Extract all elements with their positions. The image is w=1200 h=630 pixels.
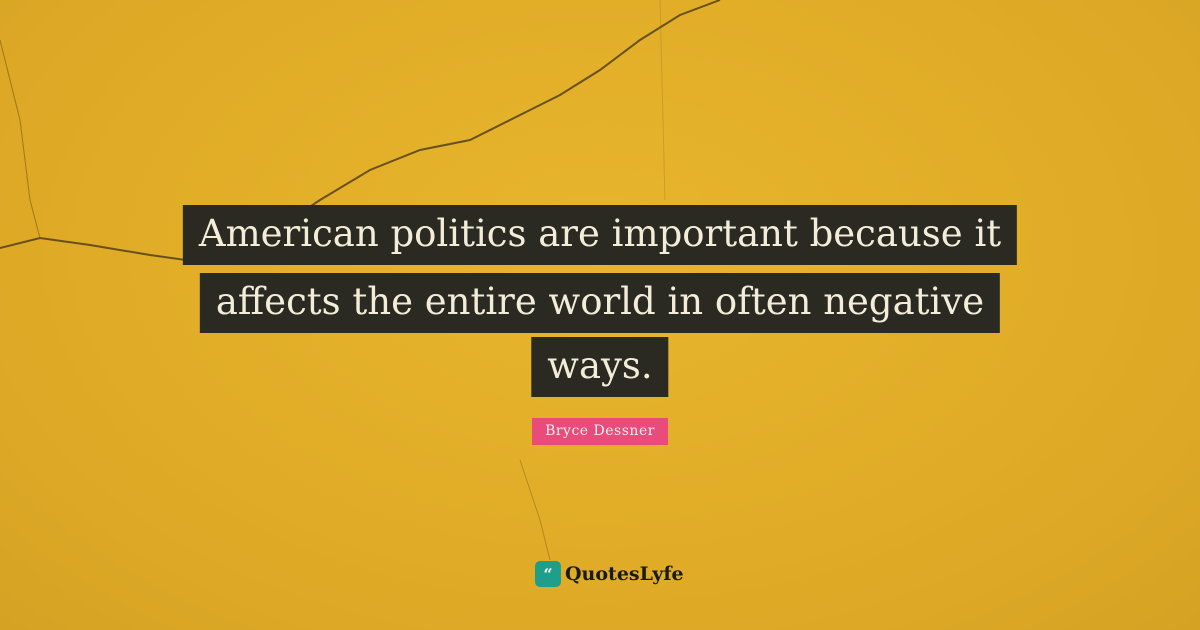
quote-line-2: affects the entire world in often negati… (199, 273, 1001, 333)
brand-name: QuotesLyfe (565, 563, 684, 585)
quote-line-3: ways. (531, 337, 669, 397)
author-badge[interactable]: Bryce Dessner (532, 418, 668, 445)
quote-marks-icon: “ (535, 561, 561, 587)
quoteslyfe-logo[interactable]: “ QuotesLyfe (535, 561, 684, 587)
quote-line-1: American politics are important because … (182, 205, 1018, 265)
